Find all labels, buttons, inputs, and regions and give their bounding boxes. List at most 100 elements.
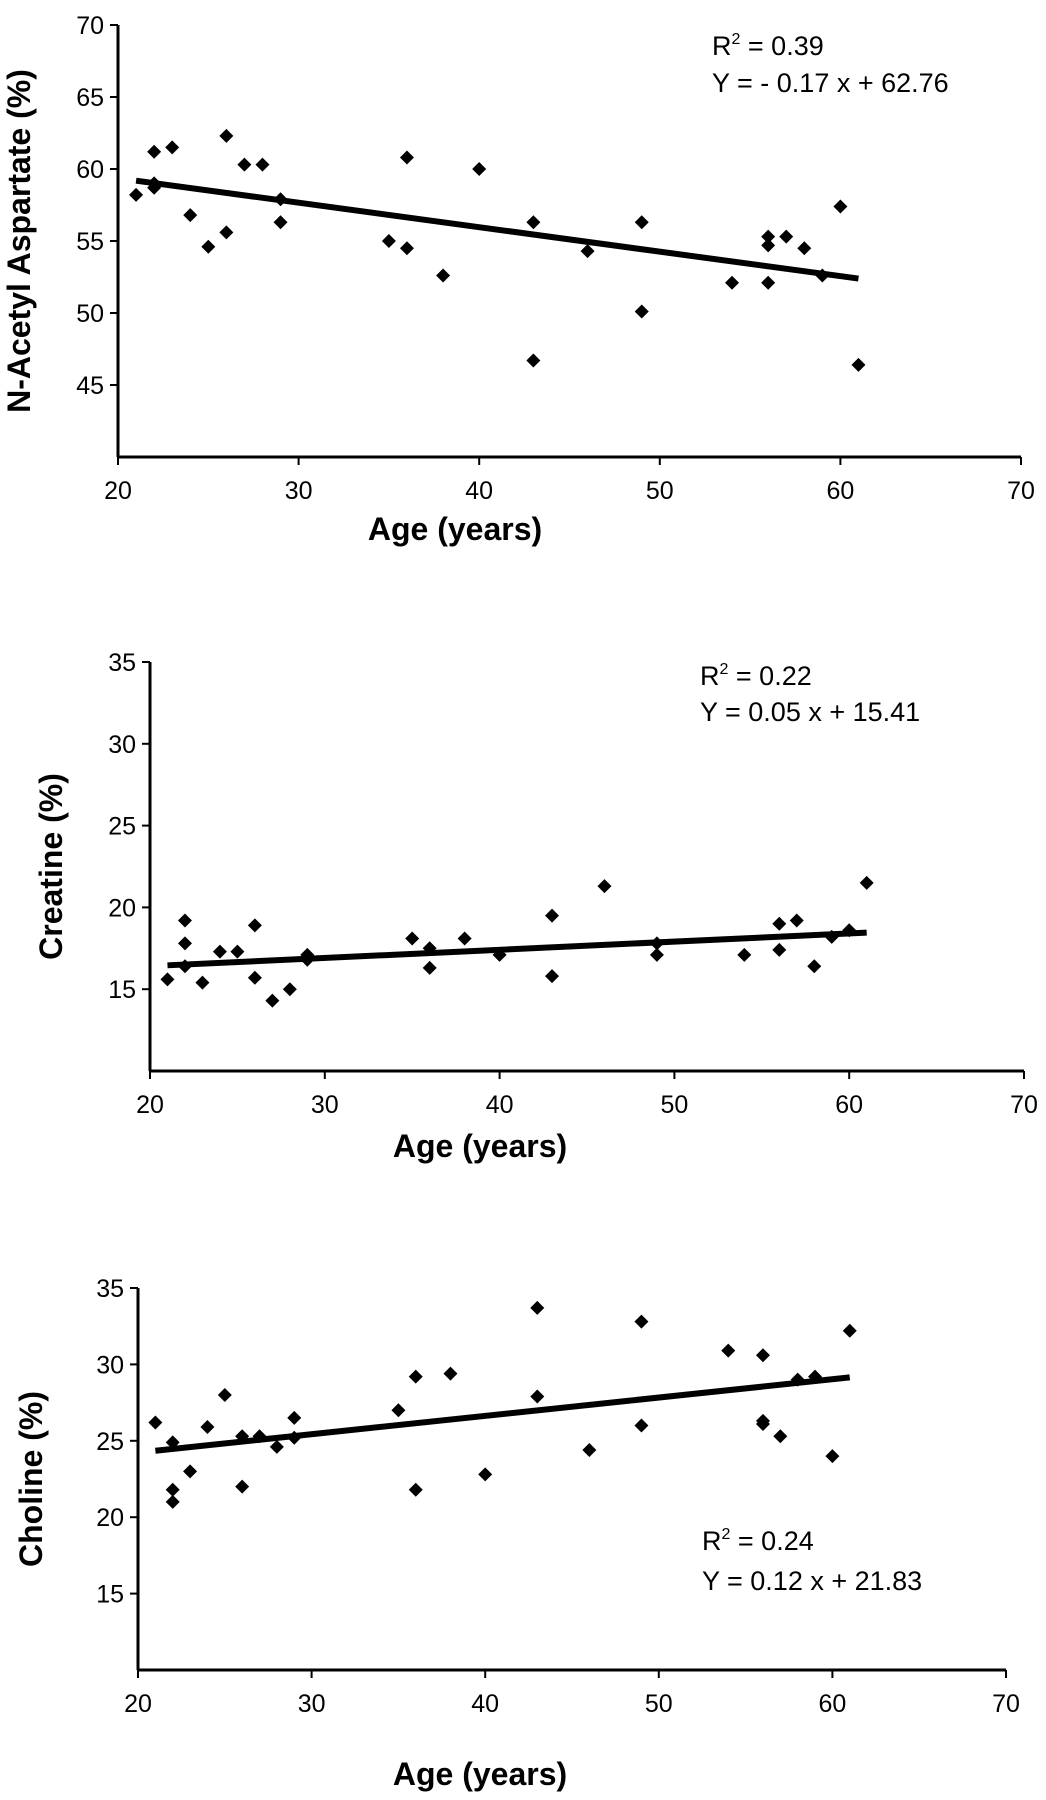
regression-equation: Y = 0.12 x + 21.83: [702, 1566, 922, 1596]
y-tick-label: 35: [96, 1275, 124, 1303]
data-point: [649, 936, 664, 951]
data-point: [472, 162, 487, 176]
data-point: [492, 947, 507, 962]
trendline: [155, 1374, 851, 1454]
data-point: [634, 1418, 649, 1433]
x-tick-label: 50: [646, 477, 674, 505]
data-point: [129, 187, 144, 202]
data-point: [237, 157, 252, 172]
data-point: [147, 144, 162, 159]
data-point: [825, 1449, 840, 1464]
data-point: [478, 1467, 493, 1482]
data-point: [530, 1300, 545, 1315]
data-point: [399, 150, 414, 165]
data-point: [165, 1482, 180, 1497]
x-tick-label: 40: [486, 1091, 514, 1119]
y-axis-title: Choline (%): [13, 1391, 49, 1567]
data-point: [755, 1416, 770, 1431]
x-tick-label: 20: [104, 477, 132, 505]
data-point: [761, 229, 776, 244]
y-axis-title: Creatine (%): [33, 773, 69, 960]
data-point: [772, 942, 787, 957]
data-point: [212, 944, 227, 959]
data-point: [761, 275, 776, 290]
x-tick-label: 30: [285, 477, 313, 505]
x-tick-label: 50: [660, 1091, 688, 1119]
data-point: [815, 268, 830, 283]
y-tick-label: 45: [76, 372, 104, 400]
data-point: [851, 357, 866, 372]
data-point: [649, 947, 664, 962]
x-tick-label: 30: [311, 1091, 339, 1119]
data-point: [235, 1429, 250, 1444]
data-point: [165, 1494, 180, 1509]
y-tick-label: 30: [96, 1351, 124, 1379]
data-point: [457, 931, 472, 946]
data-point: [725, 275, 740, 290]
data-point: [381, 234, 396, 248]
chart-panel-1: 20 30 40 50 60 70 45 50 55 60 65 70 Age (years) N-Ace…: [1, 12, 1035, 547]
x-tick-label: 30: [298, 1690, 326, 1718]
data-point: [545, 908, 560, 923]
data-point: [252, 1429, 267, 1444]
y-tick-label: 25: [96, 1428, 124, 1456]
data-point: [530, 1389, 545, 1404]
data-point: [422, 960, 437, 975]
x-tick-label: 60: [835, 1091, 863, 1119]
y-tick-label: 70: [76, 12, 104, 40]
data-point: [148, 1415, 163, 1430]
data-point: [195, 975, 210, 990]
y-tick-label: 20: [96, 1504, 124, 1532]
data-point: [219, 128, 234, 143]
data-point: [634, 215, 649, 230]
data-point: [399, 241, 414, 256]
r-squared-annotation: R2 = 0.39: [712, 31, 824, 61]
data-point: [859, 875, 874, 890]
x-tick-label: 60: [826, 477, 854, 505]
data-point: [580, 244, 595, 259]
data-point: [269, 1439, 284, 1454]
chart-panel-3: 20 30 40 50 60 70 15 20 25 30 35 Age (years) Choline…: [13, 1275, 1020, 1792]
data-point: [177, 913, 192, 928]
data-point: [436, 268, 451, 283]
data-point: [287, 1410, 302, 1425]
data-point: [443, 1366, 458, 1381]
data-point: [842, 923, 857, 938]
y-tick-label: 35: [108, 649, 136, 677]
data-point: [219, 225, 234, 240]
trendline: [135, 177, 859, 282]
data-point: [217, 1387, 232, 1402]
data-point: [634, 304, 649, 319]
data-point: [772, 916, 787, 931]
y-tick-label: 50: [76, 300, 104, 328]
x-tick-label: 40: [471, 1690, 499, 1718]
data-point: [634, 1314, 649, 1329]
data-point: [183, 208, 198, 223]
data-point: [824, 929, 839, 944]
data-point: [545, 969, 560, 984]
data-point: [287, 1430, 302, 1445]
data-point: [247, 970, 262, 985]
data-point: [789, 913, 804, 928]
data-point: [842, 1323, 857, 1338]
x-axis-title: Age (years): [393, 1756, 567, 1792]
data-point: [526, 353, 541, 368]
data-point: [808, 1369, 823, 1384]
data-point: [721, 1343, 736, 1358]
data-point: [300, 952, 315, 967]
data-point: [200, 1420, 215, 1435]
x-tick-label: 40: [465, 477, 493, 505]
data-point: [177, 959, 192, 974]
data-point: [779, 229, 794, 244]
data-point: [790, 1372, 805, 1387]
data-point: [408, 1369, 423, 1384]
data-point: [147, 180, 162, 195]
x-axis-title: Age (years): [368, 511, 542, 547]
data-point: [391, 1403, 406, 1418]
x-tick-label: 70: [992, 1690, 1020, 1718]
r-squared-annotation: R2 = 0.22: [700, 661, 812, 691]
data-point: [177, 936, 192, 951]
data-point: [273, 192, 288, 207]
data-point: [160, 972, 175, 987]
